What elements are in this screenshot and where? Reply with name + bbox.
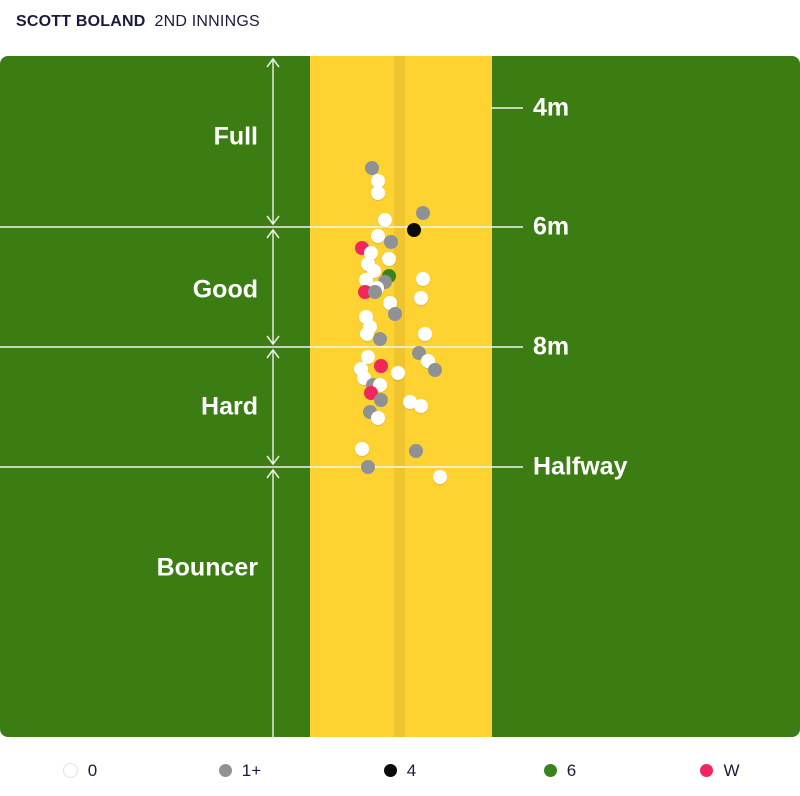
delivery-dot-0 [391, 366, 405, 380]
delivery-dot-0 [371, 411, 385, 425]
delivery-dot-0 [378, 213, 392, 227]
delivery-dot-0 [433, 470, 447, 484]
delivery-dot-0 [382, 252, 396, 266]
distance-label-halfway: Halfway [533, 452, 628, 481]
chart-header: SCOTT BOLAND 2ND INNINGS [16, 13, 260, 31]
zone-label-hard: Hard [201, 392, 258, 421]
legend-W-icon [700, 764, 714, 777]
innings-label: 2ND INNINGS [154, 13, 260, 30]
delivery-dot-1plus [373, 332, 387, 346]
delivery-dot-W [374, 359, 388, 373]
legend-label: 4 [406, 760, 417, 780]
delivery-dot-0 [403, 395, 417, 409]
legend-4-icon [383, 764, 397, 777]
delivery-dot-0 [416, 272, 430, 286]
legend-label: 6 [566, 760, 577, 780]
delivery-dot-1plus [384, 235, 398, 249]
pitch-strip [310, 56, 492, 737]
player-name: SCOTT BOLAND [16, 13, 146, 30]
distance-label-4m: 4m [533, 93, 570, 122]
delivery-dot-1plus [428, 363, 442, 377]
distance-label-6m: 6m [533, 212, 570, 241]
delivery-dot-4 [407, 223, 421, 237]
delivery-dot-0 [414, 291, 428, 305]
legend-item-1plus: 1+ [160, 745, 320, 796]
delivery-dot-0 [359, 273, 373, 287]
delivery-dot-0 [364, 246, 378, 260]
delivery-dot-0 [418, 327, 432, 341]
delivery-dot-0 [360, 327, 374, 341]
legend-label: W [723, 760, 740, 780]
zone-label-full: Full [213, 122, 258, 151]
zone-label-bouncer: Bouncer [156, 553, 258, 582]
legend-item-W: W [640, 745, 800, 796]
delivery-dot-1plus [388, 307, 402, 321]
pitch-worn-stripe [394, 56, 405, 737]
delivery-dot-1plus [409, 444, 423, 458]
legend-item-4: 4 [320, 745, 480, 796]
delivery-dot-1plus [416, 206, 430, 220]
legend-item-6: 6 [480, 745, 640, 796]
field-background [0, 56, 800, 737]
delivery-dot-1plus [361, 460, 375, 474]
delivery-dot-0 [371, 229, 385, 243]
delivery-dot-0 [371, 174, 385, 188]
legend-label: 0 [87, 760, 98, 780]
delivery-dot-1plus [365, 161, 379, 175]
legend: 0 1+ 4 6 W [0, 745, 800, 796]
delivery-dot-0 [414, 399, 428, 413]
delivery-dot-0 [383, 296, 397, 310]
legend-1plus-icon [218, 764, 232, 777]
delivery-dot-0 [371, 186, 385, 200]
delivery-dot-0 [355, 442, 369, 456]
delivery-dot-1plus [368, 285, 382, 299]
legend-label: 1+ [241, 760, 262, 780]
legend-6-icon [543, 764, 557, 777]
zone-label-good: Good [192, 275, 258, 304]
legend-item-0: 0 [0, 745, 160, 796]
legend-0-icon [62, 763, 78, 778]
distance-label-8m: 8m [533, 332, 570, 361]
delivery-dot-0 [361, 350, 375, 364]
delivery-dot-1plus [374, 393, 388, 407]
